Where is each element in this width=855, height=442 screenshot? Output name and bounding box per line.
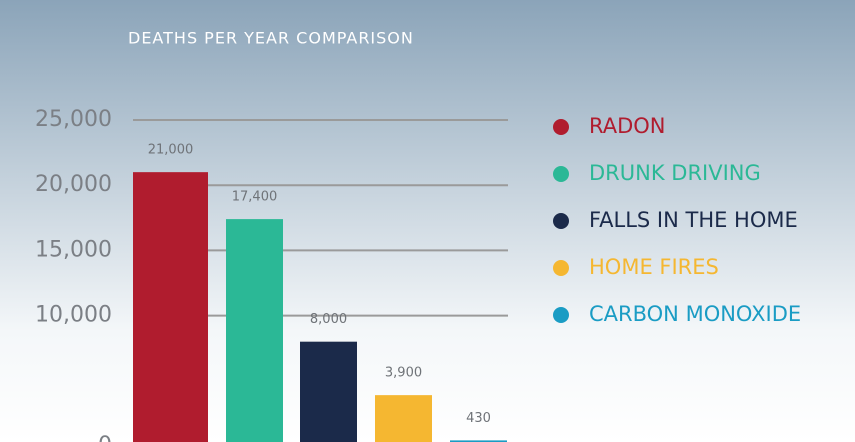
y-tick-label: 10,000 xyxy=(35,303,112,328)
bar xyxy=(300,341,357,442)
legend-label: CARBON MONOXIDE xyxy=(589,302,801,326)
bar xyxy=(226,219,283,442)
bar xyxy=(450,440,507,442)
value-label: 21,000 xyxy=(148,143,194,158)
legend-marker xyxy=(553,213,569,229)
y-tick-label: 20,000 xyxy=(35,172,112,197)
y-tick-label: 15,000 xyxy=(35,237,112,262)
bar xyxy=(375,395,432,442)
legend-label: RADON xyxy=(589,114,666,138)
value-label: 17,400 xyxy=(232,190,278,205)
legend-marker xyxy=(553,166,569,182)
legend-label: FALLS IN THE HOME xyxy=(589,208,798,232)
value-label: 8,000 xyxy=(310,312,347,327)
legend-marker xyxy=(553,307,569,323)
bar xyxy=(133,172,208,442)
legend-label: DRUNK DRIVING xyxy=(589,161,761,185)
legend-label: HOME FIRES xyxy=(589,255,719,279)
y-tick-label: 25,000 xyxy=(35,107,112,132)
legend-marker xyxy=(553,260,569,276)
chart-title: DEATHS PER YEAR COMPARISON xyxy=(128,29,414,48)
value-label: 3,900 xyxy=(385,366,422,381)
legend-marker xyxy=(553,119,569,135)
value-label: 430 xyxy=(466,411,491,426)
y-tick-label: 0 xyxy=(98,433,112,442)
